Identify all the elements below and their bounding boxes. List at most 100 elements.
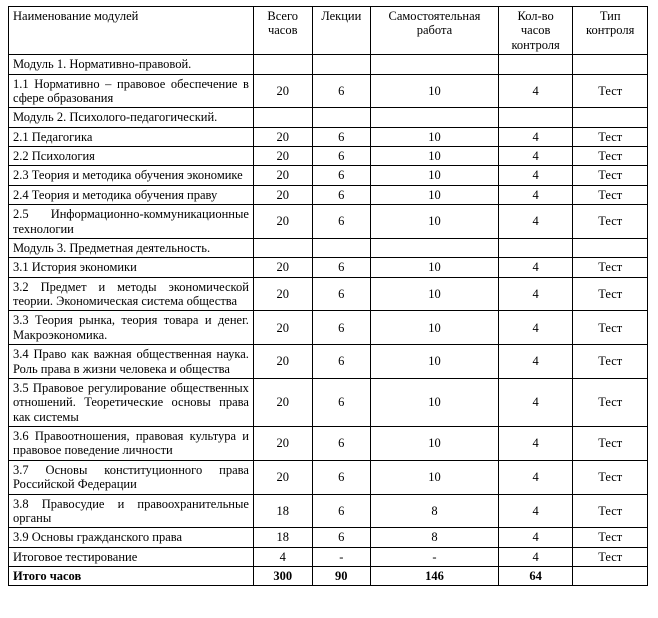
- cell-self: 10: [371, 460, 499, 494]
- cell-self: 10: [371, 311, 499, 345]
- cell-self: 146: [371, 567, 499, 586]
- cell-ctrl-t: Тест: [573, 460, 648, 494]
- cell-ctrl-t: Тест: [573, 547, 648, 566]
- cell-lect: 6: [312, 427, 371, 461]
- cell-name: 3.5 Правовое регулирование общественных …: [9, 378, 254, 426]
- col-header-name: Наименование модулей: [9, 7, 254, 55]
- cell-ctrl-h: 4: [498, 205, 573, 239]
- table-row: Модуль 3. Предметная деятельность.: [9, 238, 648, 257]
- table-row: 2.4 Теория и методика обучения праву 20 …: [9, 185, 648, 204]
- cell-lect: [312, 55, 371, 74]
- cell-hours: 4: [253, 547, 312, 566]
- cell-ctrl-h: 4: [498, 147, 573, 166]
- cell-ctrl-h: 4: [498, 311, 573, 345]
- table-row: 3.4 Право как важная общественная наука.…: [9, 345, 648, 379]
- cell-ctrl-t: Тест: [573, 427, 648, 461]
- cell-ctrl-h: [498, 238, 573, 257]
- cell-self: 10: [371, 258, 499, 277]
- cell-ctrl-t: Тест: [573, 185, 648, 204]
- cell-name: 2.3 Теория и методика обучения экономике: [9, 166, 254, 185]
- cell-lect: 6: [312, 345, 371, 379]
- cell-hours: 20: [253, 74, 312, 108]
- cell-lect: 6: [312, 258, 371, 277]
- cell-hours: 20: [253, 378, 312, 426]
- cell-self: 10: [371, 427, 499, 461]
- cell-hours: 20: [253, 277, 312, 311]
- cell-hours: 20: [253, 166, 312, 185]
- cell-hours: 20: [253, 311, 312, 345]
- cell-lect: 6: [312, 205, 371, 239]
- cell-ctrl-t: Тест: [573, 494, 648, 528]
- table-row: 3.2 Предмет и методы экономической теори…: [9, 277, 648, 311]
- cell-self: 10: [371, 166, 499, 185]
- cell-name: 3.8 Правосудие и правоохранительные орга…: [9, 494, 254, 528]
- cell-name: 3.2 Предмет и методы экономической теори…: [9, 277, 254, 311]
- cell-lect: [312, 108, 371, 127]
- cell-name: 2.5 Информационно-коммуникационные техно…: [9, 205, 254, 239]
- cell-lect: 6: [312, 74, 371, 108]
- cell-ctrl-t: Тест: [573, 127, 648, 146]
- cell-self: -: [371, 547, 499, 566]
- cell-ctrl-t: Тест: [573, 147, 648, 166]
- cell-lect: 6: [312, 277, 371, 311]
- table-row: 3.5 Правовое регулирование общественных …: [9, 378, 648, 426]
- cell-self: 8: [371, 528, 499, 547]
- cell-self: 10: [371, 147, 499, 166]
- table-row: Итоговое тестирование 4 - - 4 Тест: [9, 547, 648, 566]
- cell-lect: 6: [312, 127, 371, 146]
- cell-ctrl-h: 4: [498, 127, 573, 146]
- cell-self: 10: [371, 127, 499, 146]
- cell-self: [371, 55, 499, 74]
- cell-ctrl-h: 4: [498, 460, 573, 494]
- cell-ctrl-h: 4: [498, 185, 573, 204]
- table-row: 2.1 Педагогика 20 6 10 4 Тест: [9, 127, 648, 146]
- cell-ctrl-t: [573, 567, 648, 586]
- cell-ctrl-t: Тест: [573, 258, 648, 277]
- table-row: 3.6 Правоотношения, правовая культура и …: [9, 427, 648, 461]
- col-header-hours: Всего часов: [253, 7, 312, 55]
- cell-name: 3.4 Право как важная общественная наука.…: [9, 345, 254, 379]
- cell-hours: 20: [253, 427, 312, 461]
- cell-self: 10: [371, 277, 499, 311]
- table-row-total: Итого часов 300 90 146 64: [9, 567, 648, 586]
- cell-lect: 6: [312, 185, 371, 204]
- cell-lect: 6: [312, 378, 371, 426]
- cell-hours: [253, 238, 312, 257]
- table-row: 2.5 Информационно-коммуникационные техно…: [9, 205, 648, 239]
- cell-ctrl-h: 4: [498, 547, 573, 566]
- cell-lect: 6: [312, 166, 371, 185]
- cell-hours: 18: [253, 494, 312, 528]
- table-row: 3.3 Теория рынка, теория товара и денег.…: [9, 311, 648, 345]
- cell-ctrl-h: 64: [498, 567, 573, 586]
- cell-name: Модуль 1. Нормативно-правовой.: [9, 55, 254, 74]
- col-header-self: Самостоятельная работа: [371, 7, 499, 55]
- cell-name: 2.2 Психология: [9, 147, 254, 166]
- cell-ctrl-h: 4: [498, 494, 573, 528]
- cell-ctrl-t: Тест: [573, 345, 648, 379]
- cell-name: Модуль 3. Предметная деятельность.: [9, 238, 254, 257]
- cell-ctrl-h: 4: [498, 427, 573, 461]
- cell-ctrl-h: 4: [498, 277, 573, 311]
- table-header-row: Наименование модулей Всего часов Лекции …: [9, 7, 648, 55]
- cell-name: 3.3 Теория рынка, теория товара и денег.…: [9, 311, 254, 345]
- table-row: Модуль 1. Нормативно-правовой.: [9, 55, 648, 74]
- cell-ctrl-t: Тест: [573, 378, 648, 426]
- table-row: 3.1 История экономики 20 6 10 4 Тест: [9, 258, 648, 277]
- cell-self: [371, 108, 499, 127]
- cell-ctrl-t: [573, 238, 648, 257]
- cell-name: Модуль 2. Психолого-педагогический.: [9, 108, 254, 127]
- table-row: 1.1 Нормативно – правовое обеспечение в …: [9, 74, 648, 108]
- cell-lect: 6: [312, 494, 371, 528]
- table-row: 2.2 Психология 20 6 10 4 Тест: [9, 147, 648, 166]
- cell-lect: 6: [312, 460, 371, 494]
- cell-name: 3.1 История экономики: [9, 258, 254, 277]
- table-row: 3.8 Правосудие и правоохранительные орга…: [9, 494, 648, 528]
- cell-lect: [312, 238, 371, 257]
- cell-hours: [253, 108, 312, 127]
- cell-ctrl-h: 4: [498, 528, 573, 547]
- cell-hours: 300: [253, 567, 312, 586]
- cell-lect: 6: [312, 528, 371, 547]
- cell-hours: 20: [253, 460, 312, 494]
- cell-hours: 20: [253, 185, 312, 204]
- cell-ctrl-t: [573, 55, 648, 74]
